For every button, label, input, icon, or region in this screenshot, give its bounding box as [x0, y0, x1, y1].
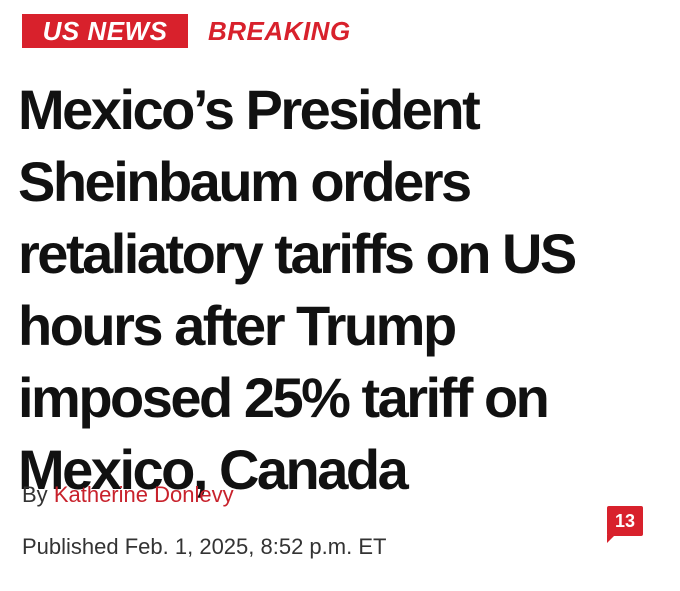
headline-line: imposed 25% tariff on: [18, 366, 550, 429]
comment-count[interactable]: 13: [607, 506, 643, 536]
headline: Mexico’s President Sheinbaum orders retali…: [18, 74, 678, 506]
headline-line: Sheinbaum orders: [18, 150, 472, 213]
breaking-label: BREAKING: [208, 16, 351, 46]
headline-line: retaliatory tariffs on US: [18, 222, 577, 285]
headline-line: Mexico’s President: [18, 78, 481, 141]
byline: By Katherine Donlevy: [22, 482, 234, 508]
section-badge[interactable]: US NEWS: [22, 14, 188, 48]
headline-line: Mexico, Canada: [18, 438, 409, 501]
published-date: Published Feb. 1, 2025, 8:52 p.m. ET: [22, 534, 387, 559]
author-link[interactable]: Katherine Donlevy: [53, 482, 234, 507]
comment-bubble-tail: [607, 535, 615, 543]
headline-line: hours after Trump: [18, 294, 457, 357]
byline-prefix: By: [22, 482, 48, 507]
